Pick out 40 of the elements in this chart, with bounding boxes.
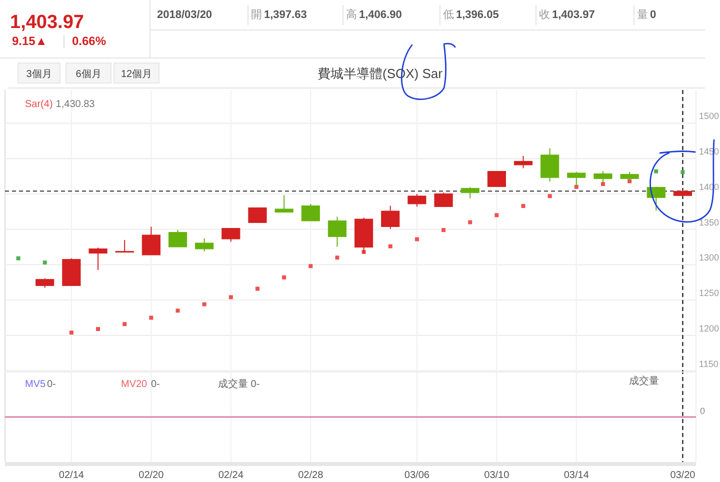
text: 收	[539, 9, 550, 21]
x-tick-label: 03/10	[484, 470, 510, 481]
x-tick-label: 02/20	[138, 470, 164, 481]
text: 3個月	[26, 69, 52, 80]
y-tick-label: 1150	[699, 358, 718, 369]
annotation: MV20	[121, 379, 148, 390]
annotation: 成交量	[629, 375, 659, 387]
x-tick-label: 03/14	[564, 470, 590, 481]
text: 1,403.97	[10, 12, 84, 33]
text: 1,403.97	[552, 9, 595, 21]
y-tick-label: 1200	[699, 323, 720, 334]
text: 6個月	[76, 69, 102, 80]
annotation: 成交量 0-	[218, 378, 260, 390]
text: 高	[346, 8, 357, 21]
x-tick-label: 02/28	[298, 470, 324, 481]
annotation: 0-	[151, 379, 160, 390]
text: 2018/03/20	[157, 9, 212, 21]
text: 1,406.90	[359, 9, 402, 21]
text: 12個月	[120, 69, 152, 80]
text: 1,397.63	[264, 9, 307, 21]
text: Sar(4)	[25, 99, 53, 110]
text: 開	[251, 9, 262, 21]
x-tick-label: 03/20	[670, 470, 696, 481]
annotation: 1,430.83	[56, 99, 96, 110]
text: 0	[650, 9, 656, 21]
text: 0.66%	[72, 34, 106, 48]
text: 1,396.05	[456, 9, 499, 21]
x-tick-label: 02/14	[58, 470, 84, 481]
text: 量	[637, 9, 648, 21]
y-tick-label: 1500	[699, 111, 720, 122]
text: 9.15▲	[12, 34, 48, 48]
y-tick-label: 1300	[699, 252, 720, 263]
annotation: MV5	[25, 379, 46, 390]
text: 低	[443, 9, 454, 21]
x-tick-label: 03/06	[404, 470, 430, 481]
y-tick-label: 1250	[699, 288, 720, 298]
text: 0	[700, 406, 706, 416]
y-tick-label: 1350	[699, 217, 720, 228]
x-tick-label: 02/24	[218, 470, 244, 481]
annotation: 0-	[47, 379, 56, 390]
